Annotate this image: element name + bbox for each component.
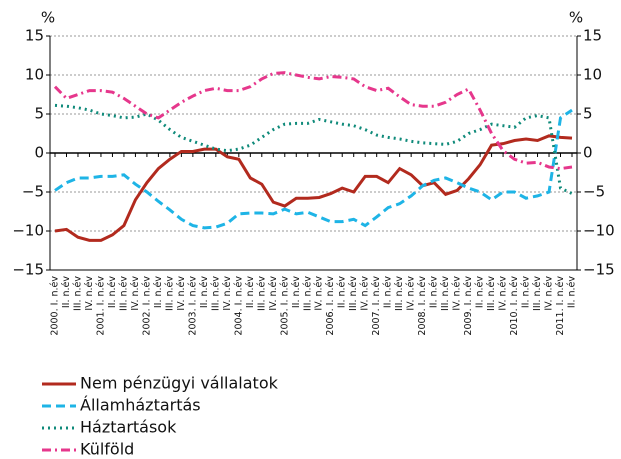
x-tick-label: 2009. I. n.év: [463, 276, 474, 336]
x-tick-label: II. n.év: [107, 276, 118, 309]
x-tick-label: II. n.év: [383, 276, 394, 309]
series-line: [54, 103, 573, 195]
x-tick-label: IV. n.év: [314, 276, 325, 311]
legend-label: Államháztartás: [80, 396, 201, 415]
y-tick-label: −10: [12, 222, 44, 240]
x-tick-label: II. n.év: [429, 276, 440, 309]
x-tick-label: III. n.év: [72, 276, 83, 311]
x-tick-label: II. n.év: [245, 276, 256, 309]
y-tick-label: 0: [34, 144, 44, 162]
y-tick-label: 15: [25, 27, 44, 45]
x-tick-label: III. n.év: [532, 276, 543, 311]
y-tick-label: −15: [12, 261, 44, 279]
x-tick-label: 2004. I. n.év: [233, 276, 244, 336]
x-tick-label: II. n.év: [291, 276, 302, 309]
x-tick-label: IV. n.év: [176, 276, 187, 311]
series-line: [53, 71, 573, 171]
x-tick-label: III. n.év: [394, 276, 405, 311]
y2-tick-label: −5: [583, 183, 605, 201]
y-tick-label: 10: [25, 66, 44, 84]
x-tick-label: 2006. I. n.év: [325, 276, 336, 336]
y-tick-label: 5: [34, 105, 44, 123]
x-tick-label: III. n.év: [486, 276, 497, 311]
x-tick-label: IV. n.év: [498, 276, 509, 311]
x-tick-label: IV. n.év: [544, 276, 555, 311]
x-tick-label: 2011. I. n.év: [555, 276, 566, 336]
x-tick-label: IV. n.év: [130, 276, 141, 311]
x-tick-label: IV. n.év: [360, 276, 371, 311]
x-tick-label: III. n.év: [210, 276, 221, 311]
y2-tick-label: 15: [583, 27, 602, 45]
x-tick-label: IV. n.év: [452, 276, 463, 311]
y-tick-label: −5: [22, 183, 44, 201]
x-tick-label: III. n.év: [302, 276, 313, 311]
x-tick-label: III. n.év: [348, 276, 359, 311]
y2-tick-label: −10: [583, 222, 615, 240]
series-line: [54, 134, 573, 242]
x-tick-label: 2005. I. n.év: [279, 276, 290, 336]
x-tick-label: 2001. I. n.év: [95, 276, 106, 336]
y2-tick-label: 0: [583, 144, 593, 162]
x-tick-label: II. n.év: [61, 276, 72, 309]
y2-unit: %: [569, 9, 583, 27]
x-tick-label: 2002. I. n.év: [141, 276, 152, 336]
x-tick-label: 2010. I. n.év: [509, 276, 520, 336]
x-tick-label: III. n.év: [164, 276, 175, 311]
legend-label: Nem pénzügyi vállalatok: [80, 374, 279, 393]
x-tick-label: IV. n.év: [268, 276, 279, 311]
x-tick-label: II. n.év: [567, 276, 578, 309]
y2-tick-label: −15: [583, 261, 615, 279]
x-tick-label: III. n.év: [118, 276, 129, 311]
x-tick-label: 2003. I. n.év: [187, 276, 198, 336]
legend-label: Háztartások: [80, 418, 177, 437]
x-tick-label: 2000. I. n.év: [50, 276, 61, 336]
x-tick-label: IV. n.év: [222, 276, 233, 311]
x-tick-label: IV. n.év: [406, 276, 417, 311]
x-tick-label: III. n.év: [256, 276, 267, 311]
x-tick-label: II. n.év: [337, 276, 348, 309]
x-tick-label: III. n.év: [440, 276, 451, 311]
x-tick-label: 2008. I. n.év: [417, 276, 428, 336]
x-tick-label: II. n.év: [199, 276, 210, 309]
y2-tick-label: 10: [583, 66, 602, 84]
y2-tick-label: 5: [583, 105, 593, 123]
x-tick-label: II. n.év: [153, 276, 164, 309]
x-tick-label: II. n.év: [521, 276, 532, 309]
x-tick-label: II. n.év: [475, 276, 486, 309]
series-line: [54, 108, 573, 230]
y-unit: %: [41, 9, 55, 27]
x-tick-label: 2007. I. n.év: [371, 276, 382, 336]
legend-label: Külföld: [80, 440, 134, 459]
x-tick-label: IV. n.év: [84, 276, 95, 311]
